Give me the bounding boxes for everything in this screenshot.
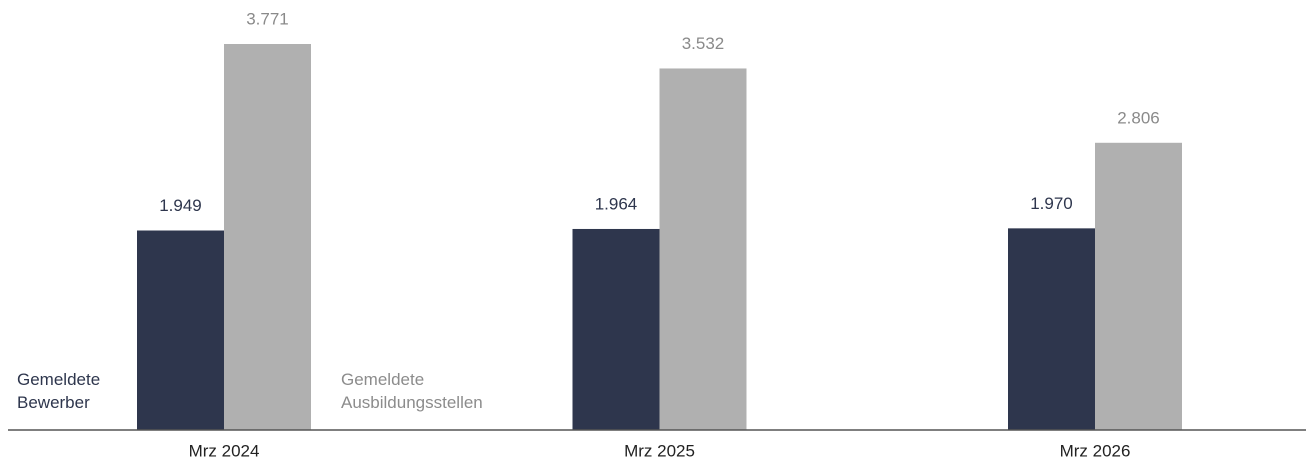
bar (572, 228, 660, 430)
value-label: 1.964 (595, 194, 638, 213)
value-label: 3.771 (246, 9, 289, 28)
bar (224, 44, 311, 430)
bar (1008, 228, 1095, 430)
legend-entry: Gemeldete Bewerber (17, 370, 101, 412)
value-label: 1.970 (1030, 194, 1073, 213)
value-label: 2.806 (1117, 108, 1160, 127)
x-tick-label: Mrz 2024 (189, 441, 260, 460)
legend-entry: Gemeldete Ausbildungsstellen (341, 370, 483, 412)
x-tick-label: Mrz 2025 (624, 441, 695, 460)
bar (137, 230, 224, 430)
x-tick-label: Mrz 2026 (1060, 441, 1131, 460)
value-label: 1.949 (159, 196, 202, 215)
value-label: 3.532 (682, 34, 725, 53)
bar (659, 68, 747, 431)
bar (1095, 142, 1182, 430)
